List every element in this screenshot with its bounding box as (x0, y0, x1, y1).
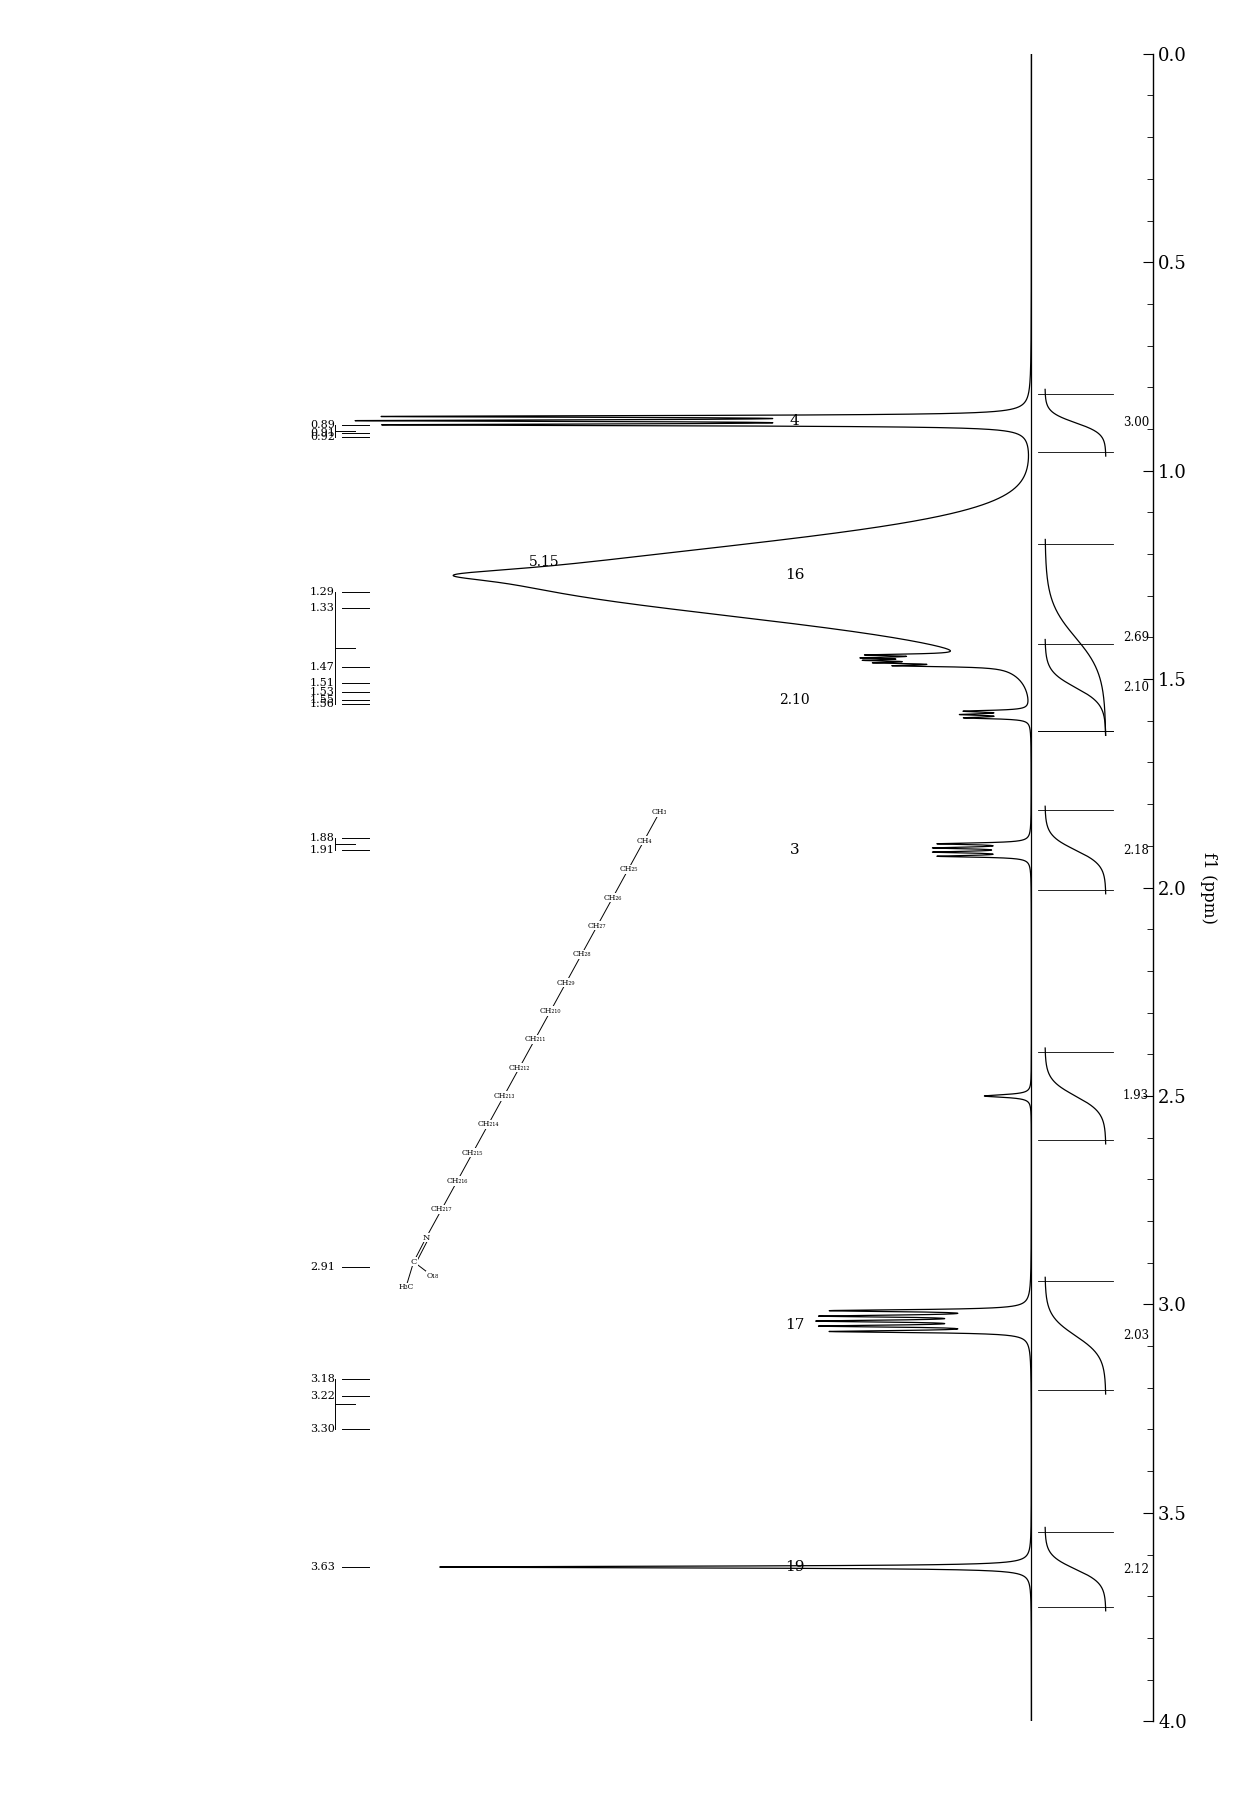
Text: CH₂₈: CH₂₈ (573, 950, 591, 957)
Text: 0.91: 0.91 (310, 429, 335, 437)
Text: 1.88: 1.88 (310, 832, 335, 843)
Text: 3.22: 3.22 (310, 1391, 335, 1400)
Y-axis label: f1 (ppm): f1 (ppm) (1200, 852, 1218, 923)
Text: 3.18: 3.18 (310, 1375, 335, 1384)
Text: 16: 16 (785, 568, 805, 583)
Text: CH₃: CH₃ (652, 809, 667, 816)
Text: 2.12: 2.12 (1122, 1563, 1148, 1576)
Text: 4: 4 (790, 414, 800, 429)
Text: 0.89: 0.89 (310, 420, 335, 430)
Text: N: N (423, 1234, 430, 1243)
Text: 1.91: 1.91 (310, 845, 335, 855)
Text: 17: 17 (785, 1318, 805, 1332)
Text: 2.10: 2.10 (780, 692, 810, 706)
Text: C: C (410, 1259, 417, 1266)
Text: CH₂₁₁: CH₂₁₁ (525, 1035, 546, 1044)
Text: CH₂₁₀: CH₂₁₀ (539, 1008, 562, 1015)
Text: 1.56: 1.56 (310, 699, 335, 708)
Text: 5.15: 5.15 (529, 556, 559, 570)
Text: 0.92: 0.92 (310, 432, 335, 443)
Text: 3.63: 3.63 (310, 1562, 335, 1572)
Text: 2.18: 2.18 (1122, 843, 1148, 857)
Text: H₃C: H₃C (398, 1284, 414, 1291)
Text: 1.47: 1.47 (310, 662, 335, 672)
Text: CH₂₉: CH₂₉ (557, 979, 575, 986)
Text: CH₂₁₄: CH₂₁₄ (477, 1121, 498, 1128)
Text: 3: 3 (790, 843, 800, 857)
Text: CH₂₁₃: CH₂₁₃ (494, 1092, 515, 1099)
Text: 3.30: 3.30 (310, 1424, 335, 1434)
Text: 3.00: 3.00 (1122, 416, 1149, 429)
Text: CH₂₁₆: CH₂₁₆ (446, 1176, 467, 1185)
Text: 1.55: 1.55 (310, 696, 335, 705)
Text: 1.53: 1.53 (310, 687, 335, 697)
Text: CH₂₁₂: CH₂₁₂ (508, 1063, 531, 1072)
Text: CH₂₁₅: CH₂₁₅ (463, 1149, 484, 1156)
Text: 19: 19 (785, 1560, 805, 1574)
Text: 1.33: 1.33 (310, 602, 335, 613)
Text: CH₂₁₇: CH₂₁₇ (432, 1205, 453, 1214)
Text: 2.10: 2.10 (1122, 681, 1148, 694)
Text: CH₂₆: CH₂₆ (604, 893, 622, 902)
Text: 2.91: 2.91 (310, 1262, 335, 1271)
Text: CH₄: CH₄ (636, 837, 652, 845)
Text: 1.93: 1.93 (1122, 1090, 1149, 1103)
Text: CH₂₇: CH₂₇ (588, 922, 606, 931)
Text: O₁₈: O₁₈ (427, 1271, 439, 1280)
Text: 1.51: 1.51 (310, 678, 335, 689)
Text: 2.69: 2.69 (1122, 631, 1149, 644)
Text: 1.29: 1.29 (310, 586, 335, 597)
Text: 2.03: 2.03 (1122, 1329, 1149, 1343)
Text: CH₂₅: CH₂₅ (619, 866, 637, 873)
